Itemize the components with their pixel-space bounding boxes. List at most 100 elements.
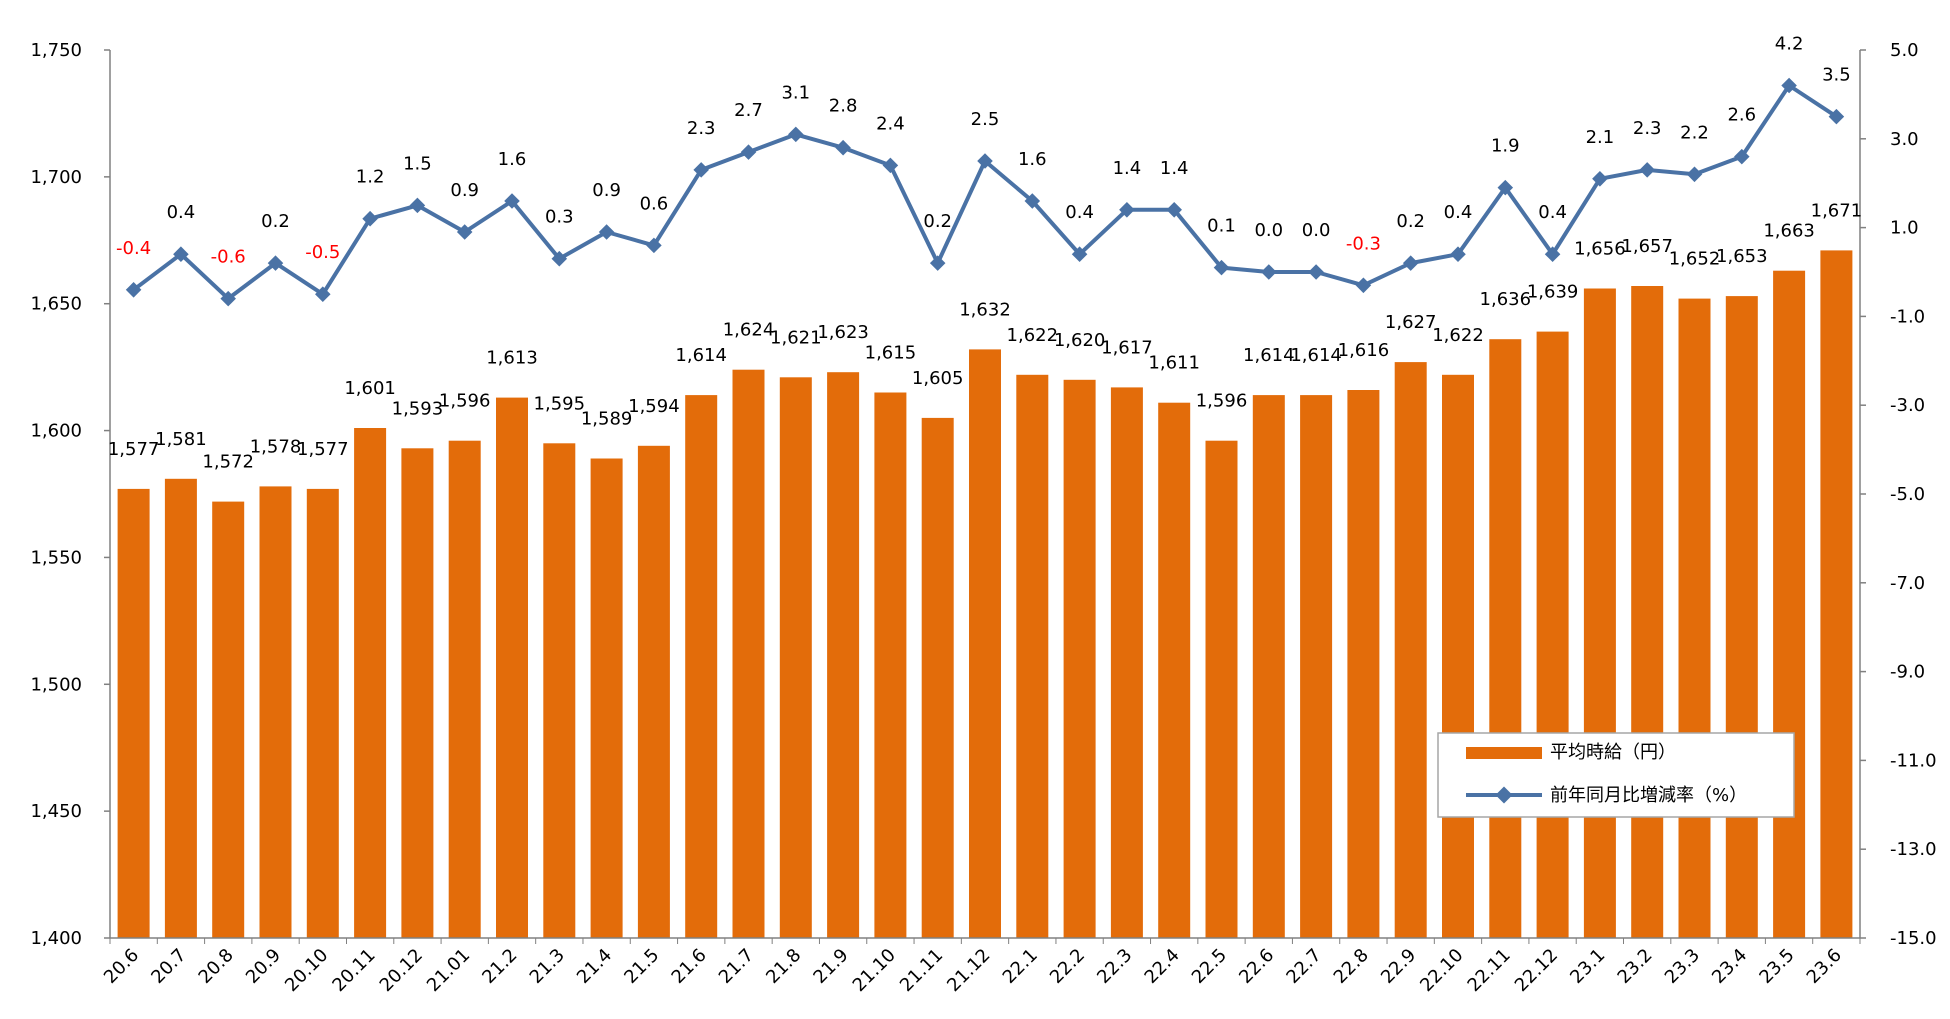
bar-data-label: 1,589 — [581, 409, 633, 430]
line-point — [646, 237, 662, 254]
x-tick-label: 20.11 — [328, 945, 379, 996]
x-tick-label: 22.3 — [1093, 945, 1136, 988]
x-tick-label: 23.2 — [1614, 945, 1657, 988]
line-data-label: 3.5 — [1822, 65, 1851, 86]
right-tick-label: -7.0 — [1890, 573, 1925, 594]
bar-data-label: 1,577 — [297, 439, 349, 460]
legend-line-label: 前年同月比増減率（%） — [1550, 785, 1747, 806]
line-point — [1544, 246, 1561, 262]
legend: 平均時給（円） 前年同月比増減率（%） — [1437, 732, 1795, 818]
line-data-label: 0.2 — [923, 211, 952, 232]
bar — [306, 488, 339, 938]
line-point — [1686, 166, 1703, 183]
bar-data-label: 1,639 — [1527, 282, 1579, 303]
line-point — [504, 193, 520, 209]
bar-data-label: 1,623 — [817, 322, 869, 343]
line-data-label: 0.0 — [1302, 220, 1331, 241]
right-tick-label: -1.0 — [1890, 306, 1925, 327]
line-data-label: -0.6 — [211, 247, 246, 268]
bar — [354, 428, 387, 938]
left-tick-label: 1,700 — [30, 167, 82, 188]
bar — [117, 488, 150, 938]
right-tick-label: -9.0 — [1890, 662, 1925, 683]
bar-data-label: 1,572 — [202, 452, 254, 473]
bar — [1820, 250, 1853, 938]
line-data-label: 0.9 — [450, 180, 479, 201]
line-point — [173, 246, 189, 262]
bar-data-label: 1,656 — [1574, 239, 1626, 260]
left-tick-label: 1,600 — [30, 421, 82, 442]
right-tick-label: -15.0 — [1890, 928, 1937, 949]
bar-data-label: 1,615 — [865, 343, 917, 364]
bar-data-label: 1,614 — [1243, 345, 1295, 366]
line-point — [693, 162, 709, 178]
right-tick-label: -13.0 — [1890, 839, 1937, 860]
line-point — [929, 255, 946, 271]
line-layer — [125, 77, 1845, 307]
legend-bar-swatch — [1466, 747, 1542, 759]
bar — [1773, 270, 1806, 938]
bar-data-label: 1,653 — [1716, 246, 1768, 267]
x-tick-label: 22.8 — [1330, 945, 1373, 988]
line-point — [1213, 259, 1230, 276]
line-point — [835, 139, 851, 156]
line-point — [1261, 264, 1277, 280]
x-tick-label: 23.5 — [1755, 945, 1798, 988]
bar-data-label: 1,617 — [1101, 337, 1153, 358]
legend-line-marker — [1495, 786, 1513, 804]
bar-data-label: 1,620 — [1054, 330, 1106, 351]
line-data-label: 0.3 — [545, 207, 574, 228]
bar — [1583, 288, 1616, 938]
bar-data-label: 1,596 — [439, 391, 491, 412]
bar — [827, 372, 860, 938]
line-point — [1166, 202, 1182, 218]
line-point — [1450, 246, 1466, 262]
line-data-label: 2.1 — [1586, 127, 1615, 148]
bar-data-label: 1,624 — [723, 320, 775, 341]
line-point — [1734, 148, 1750, 165]
x-tick-label: 20.8 — [195, 945, 238, 988]
bar — [212, 501, 245, 938]
bar — [1347, 390, 1380, 938]
bar-data-label: 1,594 — [628, 396, 680, 417]
line-data-label: 1.6 — [1018, 149, 1047, 170]
line-data-label: 0.2 — [261, 211, 290, 232]
right-tick-label: 3.0 — [1890, 129, 1919, 150]
bar — [874, 392, 907, 938]
line-data-label: 2.7 — [734, 100, 763, 121]
line-data-label: 1.6 — [498, 149, 527, 170]
line-point — [1828, 108, 1845, 125]
line-data-label: 1.5 — [403, 153, 432, 174]
bars-layer — [117, 250, 1853, 939]
line-data-label: 0.4 — [1444, 202, 1473, 223]
x-tick-label: 22.1 — [999, 945, 1042, 988]
line-point — [220, 290, 236, 307]
right-tick-label: -5.0 — [1890, 484, 1925, 505]
line-data-label: 0.6 — [640, 193, 669, 214]
left-tick-label: 1,450 — [30, 801, 82, 822]
line-point — [1308, 264, 1324, 280]
bar-data-label: 1,613 — [486, 348, 538, 369]
right-tick-label: -11.0 — [1890, 750, 1937, 771]
x-tick-label: 22.12 — [1511, 945, 1562, 996]
bar-data-label: 1,596 — [1196, 391, 1248, 412]
x-tick-label: 20.6 — [100, 945, 143, 988]
bar — [1442, 374, 1474, 938]
bar — [590, 458, 623, 938]
bar-data-label: 1,595 — [534, 393, 586, 414]
bar — [779, 377, 812, 938]
labels-layer: 1,5771,5811,5721,5781,5771,6011,5931,596… — [108, 34, 1862, 473]
bar — [969, 349, 1001, 938]
bar — [921, 417, 954, 938]
line-point — [788, 126, 804, 143]
bar — [637, 445, 670, 938]
x-tick-label: 22.7 — [1282, 945, 1325, 988]
line-data-label: 0.9 — [592, 180, 621, 201]
x-tick-label: 22.5 — [1188, 945, 1231, 988]
bar-data-label: 1,601 — [344, 378, 396, 399]
x-tick-label: 22.11 — [1464, 945, 1515, 996]
line-data-label: -0.4 — [116, 238, 151, 259]
x-tick-label: 22.2 — [1046, 945, 1089, 988]
line-data-label: 1.9 — [1491, 136, 1520, 157]
